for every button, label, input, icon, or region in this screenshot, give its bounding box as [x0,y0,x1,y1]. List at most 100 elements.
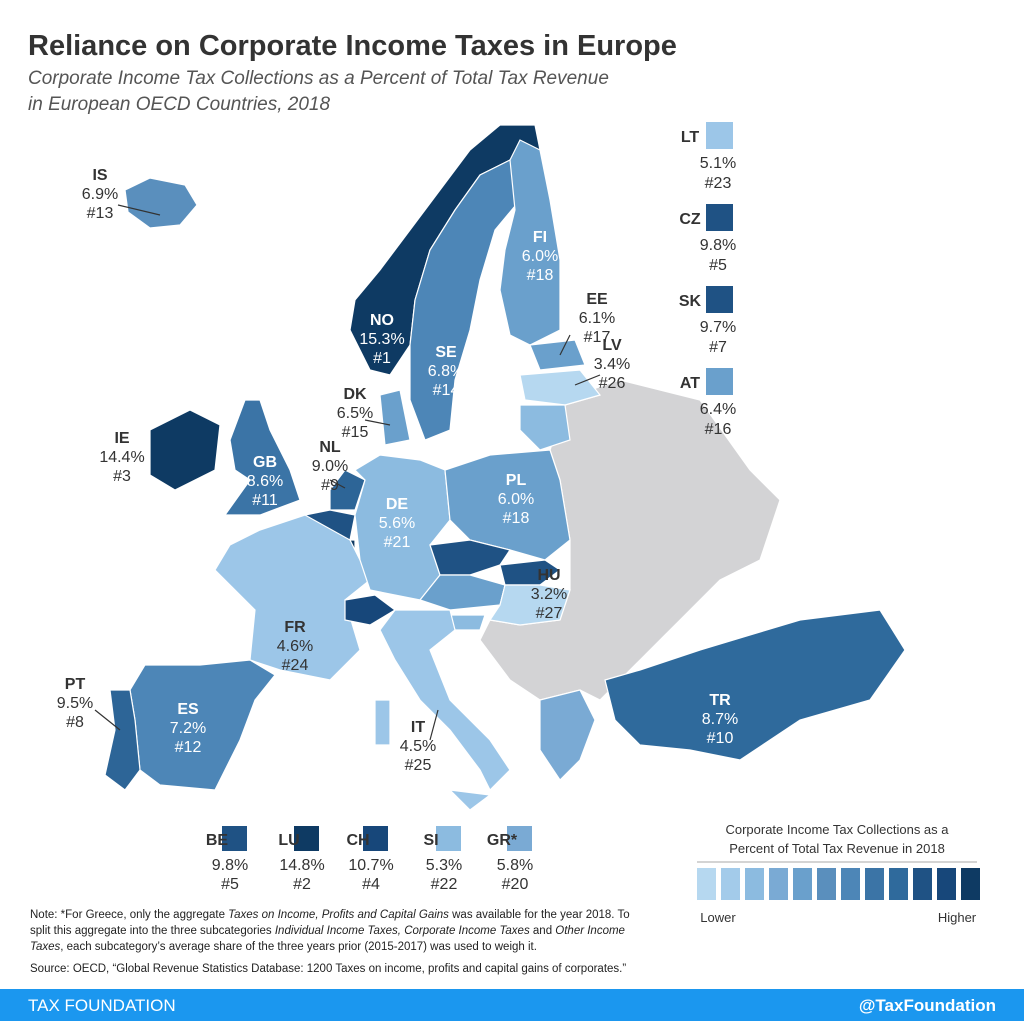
legend-swatch [697,868,716,900]
inset-code: BE [206,832,229,849]
country-code: PL [506,472,527,489]
ireland [149,409,221,491]
note: split this aggregate into the three subc… [30,925,625,937]
country-value: 6.0% [522,248,558,265]
inset-code: CH [346,832,369,849]
legend-swatch [745,868,764,900]
note-text: , each subcategory’s average share of th… [60,941,537,953]
inset-value: 5.8% [497,857,533,874]
country-code: PT [65,676,86,693]
legend-low: Lower [700,910,736,925]
note-text: split this aggregate into the three subc… [30,925,275,937]
country-code: LV [602,337,622,354]
country-code: EE [586,291,608,308]
country-value: 6.5% [337,405,373,422]
poland [444,449,571,561]
inset-rank: #22 [431,876,458,893]
note: Taxes, each subcategory’s average share … [30,941,537,953]
country-rank: #3 [113,468,131,485]
country-rank: #27 [536,605,563,622]
italy [379,609,511,792]
legend-swatch [721,868,740,900]
inset-value: 5.3% [426,857,462,874]
note-text: Note: *For Greece, only the aggregate [30,909,228,921]
country-rank: #26 [599,375,626,392]
legend-swatch [793,868,812,900]
subtitle: in European OECD Countries, 2018 [28,94,330,115]
country-rank: #14 [433,382,460,399]
country-rank: #10 [707,730,734,747]
footer-bar [0,989,1024,1021]
sweden [409,159,521,441]
country-value: 6.8% [428,363,464,380]
latvia [519,369,602,406]
country-value: 7.2% [170,720,206,737]
country-rank: #18 [527,267,554,284]
greece [539,689,596,781]
country-value: 14.4% [99,449,144,466]
legend-swatch [769,868,788,900]
country-code: IT [411,719,425,736]
lithuania [519,404,571,451]
inset-rank: #23 [705,175,732,192]
note: Note: *For Greece, only the aggregate Ta… [30,909,630,921]
inset-rank: #4 [362,876,380,893]
source: Source: OECD, “Global Revenue Statistics… [30,963,626,975]
netherlands [329,469,366,511]
country-value: 6.1% [579,310,615,327]
legend-title: Corporate Income Tax Collections as a [725,822,949,837]
country-rank: #21 [384,534,411,551]
country-value: 5.6% [379,515,415,532]
note-text: Taxes on Income, Profits and Capital Gai… [228,909,449,921]
country-rank: #24 [282,657,309,674]
switzerland [344,594,397,626]
legend-high: Higher [938,910,977,925]
country-code: IE [114,430,129,447]
inset-rank: #2 [293,876,311,893]
inset-value: 9.7% [700,319,736,336]
inset-rank: #7 [709,339,727,356]
country-value: 3.4% [594,356,630,373]
sardinia [374,699,391,746]
country-code: TR [709,692,731,709]
slovenia [449,614,486,631]
finland [499,139,561,346]
legend-title: Percent of Total Tax Revenue in 2018 [729,841,945,856]
inset-swatch [294,826,319,851]
inset-code: SK [679,293,702,310]
inset-swatch [706,122,733,149]
country-rank: #12 [175,739,202,756]
country-value: 3.2% [531,586,567,603]
note-text: Individual Income Taxes, Corporate Incom… [275,925,530,937]
country-rank: #11 [252,492,278,509]
country-rank: #25 [405,757,432,774]
country-code: HU [537,567,560,584]
country-value: 6.0% [498,491,534,508]
inset-swatch [222,826,247,851]
note-text: and [530,925,556,937]
slovakia [499,559,562,586]
country-rank: #1 [373,350,391,367]
country-code: FR [284,619,306,636]
subtitle: Corporate Income Tax Collections as a Pe… [28,68,609,89]
country-code: NL [319,439,341,456]
country-code: SE [435,344,457,361]
inset-code: LU [278,832,299,849]
country-code: FI [533,229,547,246]
sicily [448,789,492,811]
country-value: 4.5% [400,738,436,755]
inset-rank: #16 [705,421,732,438]
country-code: DE [386,496,409,513]
inset-swatch [507,826,532,851]
portugal [104,689,141,791]
iceland [124,177,198,229]
title: Reliance on Corporate Income Taxes in Eu… [28,30,677,62]
great-britain [223,399,301,516]
france [214,514,371,681]
country-code: GB [253,454,277,471]
inset-rank: #5 [221,876,239,893]
estonia [529,339,586,371]
inset-code: CZ [679,211,701,228]
inset-value: 10.7% [348,857,393,874]
country-rank: #13 [87,205,114,222]
